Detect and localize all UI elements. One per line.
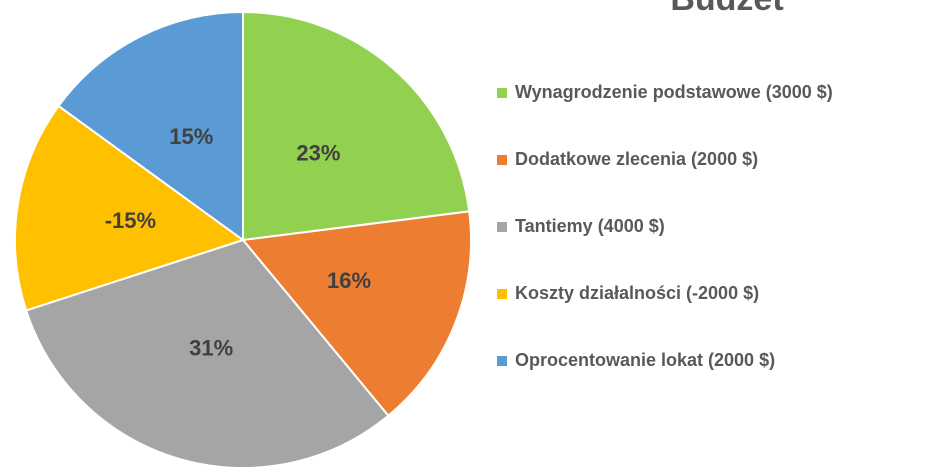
legend-text: Oprocentowanie lokat (2000 $) [515, 350, 775, 370]
legend-text: Tantiemy (4000 $) [515, 216, 665, 236]
pie-slice [24, 238, 390, 468]
legend-swatch [497, 356, 507, 366]
slice-label: 23% [296, 140, 340, 165]
slice-label: 31% [189, 335, 233, 360]
chart-title: Budżet [670, 0, 783, 18]
legend-text: Dodatkowe zlecenia (2000 $) [515, 149, 758, 169]
legend-swatch [497, 155, 507, 165]
pie-slice [14, 104, 246, 312]
legend-swatch [497, 88, 507, 98]
pie-slice [242, 10, 471, 242]
legend-swatch [497, 289, 507, 299]
slice-label: -15% [105, 208, 156, 233]
legend-text: Wynagrodzenie podstawowe (3000 $) [515, 82, 833, 102]
legend-swatch [497, 222, 507, 232]
pie-slice [57, 10, 244, 242]
legend-text: Koszty działalności (-2000 $) [515, 283, 759, 303]
pie-slice [241, 210, 472, 418]
slice-label: 16% [327, 268, 371, 293]
slice-label: 15% [169, 124, 213, 149]
